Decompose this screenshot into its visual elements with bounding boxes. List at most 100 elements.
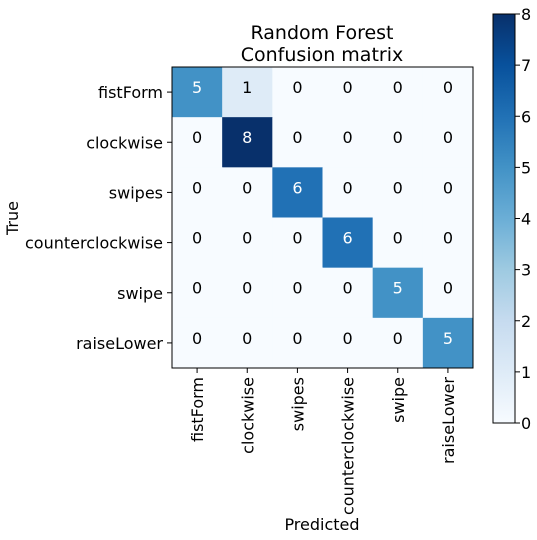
- heatmap-cell: [272, 67, 323, 118]
- x-axis-label: Predicted: [284, 515, 359, 534]
- heatmap-cell: [322, 317, 374, 369]
- heatmap-cell: [172, 167, 223, 218]
- cell-value-label: 5: [443, 329, 453, 348]
- cell-value-label: 0: [393, 178, 403, 197]
- heatmap-cell: [372, 167, 424, 218]
- heatmap-cell: [272, 167, 323, 218]
- heatmap-cell: [372, 67, 424, 118]
- heatmap-cell: [272, 217, 323, 269]
- cell-value-label: 0: [342, 279, 352, 298]
- cell-value-label: 0: [242, 279, 252, 298]
- heatmap-cell: [222, 217, 273, 269]
- cell-value-label: 8: [242, 128, 252, 147]
- heatmap-cell: [172, 217, 223, 269]
- x-tick-label: clockwise: [238, 377, 257, 454]
- heatmap-cell: [372, 317, 424, 369]
- heatmap-cell: [172, 117, 223, 168]
- heatmap-cell: [322, 167, 374, 218]
- cell-value-label: 0: [393, 229, 403, 248]
- heatmap-cell: [422, 217, 474, 269]
- x-tick-label: swipe: [389, 377, 408, 423]
- cell-value-label: 0: [292, 329, 302, 348]
- y-tick-label: swipes: [109, 183, 163, 202]
- y-tick-label: swipe: [117, 284, 163, 303]
- cell-value-label: 0: [292, 128, 302, 147]
- cell-value-label: 1: [242, 78, 252, 97]
- colorbar-tick-label: 2: [521, 312, 531, 331]
- heatmap-cell: [272, 117, 323, 168]
- colorbar-tick-label: 1: [521, 363, 531, 382]
- heatmap-cell: [372, 217, 424, 269]
- x-axis: fistForm clockwise swipes counterclockwise s…: [188, 368, 458, 515]
- heatmap-cell: [372, 267, 424, 319]
- heatmap-cell: [322, 67, 374, 118]
- colorbar-tick-label: 7: [521, 56, 531, 75]
- cell-value-label: 0: [342, 329, 352, 348]
- cell-value-label: 0: [443, 78, 453, 97]
- cell-value-label: 0: [342, 128, 352, 147]
- colorbar-tick-label: 5: [521, 158, 531, 177]
- colorbar-tick-label: 0: [521, 414, 531, 433]
- plot-frame: [171, 66, 474, 369]
- colorbar: [492, 13, 516, 424]
- cell-value-label: 0: [192, 128, 202, 147]
- cell-value-label: 0: [242, 178, 252, 197]
- cell-value-label: 0: [192, 279, 202, 298]
- heatmap-cell: [272, 267, 323, 319]
- cell-value-label: 0: [443, 279, 453, 298]
- y-tick-label: fistForm: [98, 83, 163, 102]
- heatmap-cell: [322, 267, 374, 319]
- cell-value-label: 0: [393, 78, 403, 97]
- heatmap-cell: [422, 267, 474, 319]
- x-tick-label: raiseLower: [439, 377, 458, 464]
- x-tick-label: fistForm: [188, 377, 207, 442]
- colorbar-tick-label: 4: [521, 210, 531, 229]
- heatmap-cell: [422, 117, 474, 168]
- colorbar-tick-label: 6: [521, 107, 531, 126]
- heatmap-cell: [172, 317, 223, 369]
- heatmap-cell: [222, 267, 273, 319]
- chart-title-line-1: Random Forest: [250, 22, 393, 44]
- y-tick-label: raiseLower: [76, 334, 163, 353]
- cell-value-label: 0: [292, 78, 302, 97]
- cell-value-label: 0: [192, 329, 202, 348]
- x-tick-label: swipes: [288, 377, 307, 431]
- colorbar-tick-label: 3: [521, 261, 531, 280]
- heatmap-cells: [172, 67, 474, 369]
- cell-value-label: 0: [192, 178, 202, 197]
- cell-value-label: 0: [192, 229, 202, 248]
- cell-value-label: 0: [393, 329, 403, 348]
- x-tick-label: counterclockwise: [339, 377, 358, 515]
- cell-value-label: 6: [292, 178, 302, 197]
- cell-value-label: 0: [342, 78, 352, 97]
- y-axis-label: True: [3, 201, 22, 236]
- heatmap-cell: [322, 217, 374, 269]
- cell-value-label: 0: [443, 128, 453, 147]
- colorbar-ticks: 0 1 2 3 4 5 6 7 8: [515, 5, 531, 433]
- heatmap-cell: [422, 317, 474, 369]
- cell-value-label: 5: [192, 78, 202, 97]
- heatmap-cell: [222, 117, 273, 168]
- cell-value-label: 0: [443, 178, 453, 197]
- y-axis: fistForm clockwise swipes counterclockwise s…: [25, 83, 172, 353]
- chart-title-line-2: Confusion matrix: [241, 44, 403, 66]
- heatmap-cell: [422, 67, 474, 118]
- heatmap-cell: [222, 317, 273, 369]
- cell-value-label: 5: [393, 279, 403, 298]
- cell-value-label: 0: [242, 329, 252, 348]
- heatmap-cell: [172, 267, 223, 319]
- cell-value-label: 0: [342, 178, 352, 197]
- heatmap-cell: [172, 67, 223, 118]
- heatmap-cell: [272, 317, 323, 369]
- cell-value-label: 0: [393, 128, 403, 147]
- y-tick-label: counterclockwise: [25, 234, 163, 253]
- colorbar-tick-label: 8: [521, 5, 531, 24]
- heatmap-cell: [222, 167, 273, 218]
- cell-value-label: 0: [443, 229, 453, 248]
- cell-value-labels: 5 1 0 0 0 0 0 8 0 0 0 0 0 0 6 0 0 0 0 0 0 6 0 0 0 0 0 0 5 0 0 0 0 0 0 5: [192, 78, 453, 348]
- cell-value-label: 0: [292, 229, 302, 248]
- heatmap-cell: [422, 167, 474, 218]
- cell-value-label: 0: [242, 229, 252, 248]
- cell-value-label: 6: [342, 229, 352, 248]
